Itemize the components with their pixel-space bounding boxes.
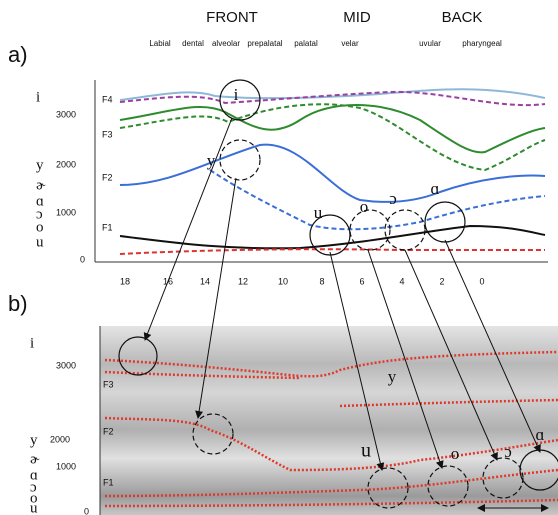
x-label: 0: [479, 276, 484, 286]
arrow: [444, 239, 541, 453]
curve-f1-dashed: [119, 248, 545, 255]
x-label: 12: [238, 276, 248, 286]
y-label: 0: [80, 254, 85, 264]
circle: [118, 336, 158, 376]
circle: [427, 465, 469, 507]
place-label: alveolar: [212, 39, 240, 48]
place-label: Labial: [149, 39, 171, 48]
circle: [309, 214, 351, 256]
place-label: pharyngeal: [462, 39, 502, 48]
vowel-label: o: [451, 444, 460, 463]
arrow: [329, 251, 385, 471]
side-vowel: ɑ: [36, 193, 44, 209]
arrow: [195, 177, 237, 419]
formant-label: F3: [102, 129, 113, 139]
formant-label: F2: [102, 172, 113, 182]
y-label: 1000: [56, 461, 76, 471]
vowel-label: ɑ: [536, 425, 545, 444]
track-f2: [104, 416, 558, 472]
side-vowel: o: [36, 219, 44, 235]
side-vowel: u: [30, 500, 38, 515]
arrow: [404, 249, 498, 461]
track-f0: [104, 498, 558, 508]
formant-label: F2: [103, 426, 114, 436]
side-vowel: o: [30, 490, 38, 506]
y-label: 2000: [50, 434, 70, 444]
x-label: 6: [359, 276, 364, 286]
spectrogram: [100, 326, 558, 515]
formant-label: F1: [102, 222, 113, 232]
circle: [384, 209, 426, 251]
vowel-label: u: [361, 440, 371, 462]
circle: [424, 201, 466, 243]
side-vowel: y: [30, 432, 38, 448]
panel-label: a): [8, 42, 28, 67]
side-vowel: i: [30, 335, 34, 351]
side-vowel: ɔ: [36, 206, 43, 222]
region-label: MID: [343, 9, 371, 26]
formant-label: F3: [103, 379, 114, 389]
side-vowel: i: [36, 89, 40, 105]
vowel-label: ɔ: [389, 189, 397, 208]
side-vowel: ɚ: [30, 451, 40, 467]
vowel-label: y: [207, 151, 216, 170]
x-label: 2: [439, 276, 444, 286]
place-label: velar: [341, 39, 359, 48]
circle: [192, 413, 234, 455]
track-f3b: [104, 370, 558, 408]
x-label: 8: [319, 276, 324, 286]
x-label: 4: [399, 276, 404, 286]
side-vowel: ɔ: [30, 479, 37, 495]
arrow: [143, 117, 233, 341]
x-label: 14: [200, 276, 210, 286]
curve-f4: [119, 88, 546, 101]
x-label: 18: [120, 276, 130, 286]
circle: [367, 467, 409, 509]
circle: [219, 139, 261, 181]
curve-f1: [119, 224, 546, 250]
y-label: 3000: [56, 109, 76, 119]
place-label: prepalatal: [247, 39, 282, 48]
vowel-label: ɔ: [504, 442, 512, 461]
vowel-label: ɑ: [431, 179, 440, 198]
curve-f2-dashed: [209, 169, 546, 231]
y-label: 0: [84, 506, 89, 515]
curve-f2: [119, 143, 546, 203]
y-label: 3000: [56, 360, 76, 370]
region-label: FRONT: [206, 9, 258, 26]
vowel-label: y: [388, 367, 397, 386]
place-label: palatal: [294, 39, 318, 48]
place-label: uvular: [419, 39, 441, 48]
curve-f3-dashed: [119, 103, 546, 172]
arrow: [367, 249, 444, 469]
place-label: dental: [182, 39, 204, 48]
vowel-label: u: [314, 203, 323, 222]
vowel-label: i: [234, 85, 239, 104]
vowel-label: o: [360, 197, 369, 216]
formant-label: F4: [102, 94, 113, 104]
circle: [219, 79, 261, 121]
region-label: BACK: [442, 9, 483, 26]
formant-label: F1: [103, 477, 114, 487]
side-vowel: ɚ: [36, 177, 46, 193]
side-vowel: ɑ: [30, 467, 38, 483]
curve-f3: [119, 104, 546, 154]
circle: [349, 209, 391, 251]
x-label: 10: [278, 276, 288, 286]
y-label: 1000: [56, 207, 76, 217]
side-vowel: u: [36, 234, 44, 250]
panel-label: b): [8, 291, 28, 316]
y-label: 2000: [56, 159, 76, 169]
curve-f4-dashed: [119, 90, 546, 107]
circle: [482, 457, 524, 499]
side-vowel: y: [36, 157, 44, 173]
